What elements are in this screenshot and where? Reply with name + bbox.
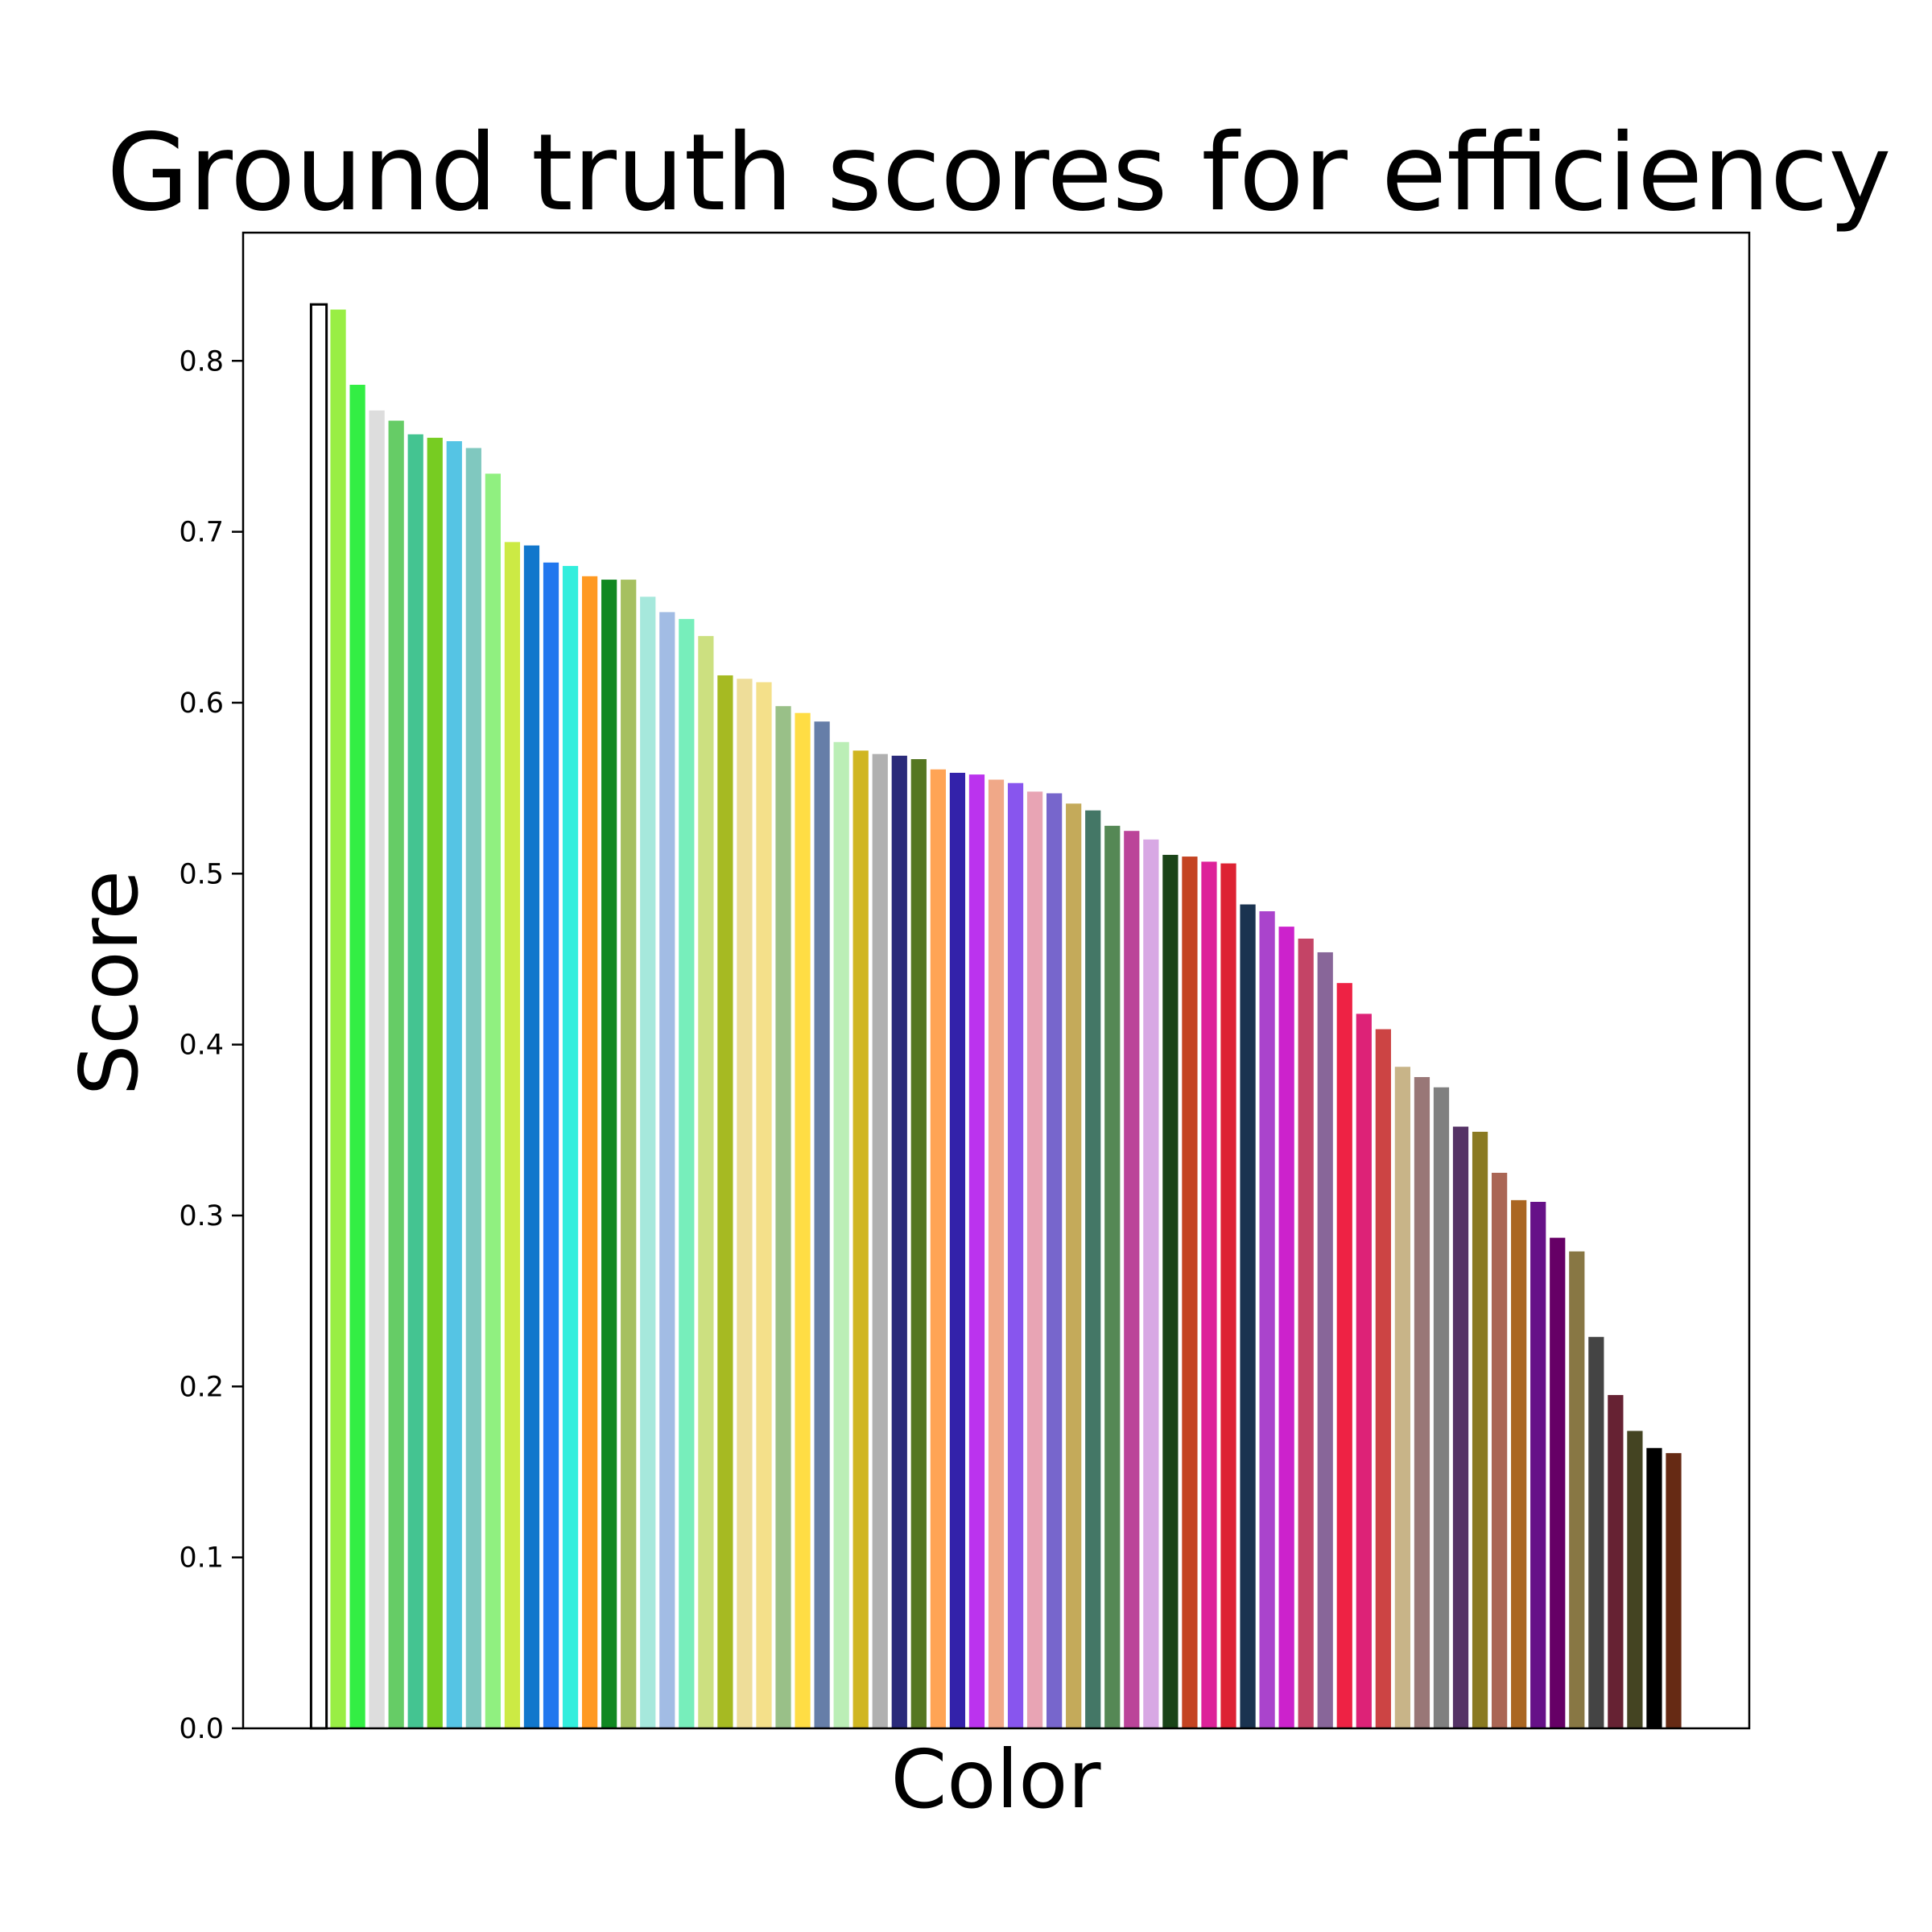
bar (1317, 952, 1333, 1728)
bar (988, 779, 1005, 1728)
bar (1569, 1251, 1585, 1728)
bar (1046, 793, 1063, 1728)
bar (1375, 1029, 1391, 1728)
bar (562, 566, 579, 1728)
bar (369, 410, 385, 1729)
bar (795, 712, 811, 1729)
bar (1511, 1199, 1527, 1728)
bar (581, 576, 598, 1728)
y-tick-label: 0.3 (179, 1200, 224, 1232)
bar (1259, 911, 1275, 1728)
bar (737, 679, 753, 1729)
bar (1336, 983, 1352, 1728)
bar (968, 774, 985, 1728)
bar (1104, 825, 1121, 1728)
bar (1085, 810, 1101, 1728)
bar (330, 309, 346, 1728)
bar (621, 580, 637, 1728)
x-axis-label: Color (890, 1732, 1101, 1827)
bar (1066, 803, 1082, 1728)
bar (1414, 1076, 1430, 1728)
bar (465, 448, 481, 1728)
bar (1530, 1201, 1546, 1728)
bar (349, 384, 365, 1728)
chart-title: Ground truth scores for efficiency (106, 111, 1891, 235)
bar (1240, 904, 1256, 1728)
bar (1007, 782, 1024, 1728)
bar (640, 597, 656, 1728)
bar (388, 420, 404, 1728)
bar (1201, 861, 1217, 1728)
bar (1182, 857, 1198, 1728)
bar (1162, 854, 1179, 1728)
bar (717, 675, 733, 1728)
bar (891, 755, 907, 1728)
bar (1298, 938, 1314, 1728)
bar (1452, 1126, 1469, 1728)
bar (1550, 1237, 1566, 1728)
bar (446, 441, 462, 1728)
bar (1646, 1447, 1662, 1728)
bar (1124, 831, 1140, 1728)
bar (1433, 1087, 1450, 1728)
bar (1472, 1131, 1488, 1728)
bar (309, 303, 328, 1730)
y-tick-label: 0.7 (179, 517, 224, 549)
y-tick-label: 0.0 (179, 1713, 224, 1745)
bar (485, 473, 501, 1728)
y-tick-label: 0.1 (179, 1542, 224, 1575)
bar (1143, 839, 1159, 1728)
bar (1627, 1430, 1643, 1728)
bar (407, 434, 423, 1728)
bar (698, 636, 714, 1728)
bar (1220, 863, 1236, 1728)
y-tick-label: 0.8 (179, 345, 224, 378)
bar (1278, 927, 1294, 1728)
bar (1356, 1013, 1372, 1728)
bar (775, 706, 791, 1729)
y-axis-ticks: 0.0 0.1 0.2 0.3 0.4 0.5 0.6 0.7 0.8 (179, 345, 243, 1745)
bar (930, 769, 946, 1728)
y-tick-label: 0.4 (179, 1030, 224, 1062)
y-axis-label: Score (62, 870, 156, 1096)
bar (1492, 1172, 1508, 1728)
bar (1588, 1336, 1604, 1728)
plot-frame (242, 231, 1751, 1730)
bar (1394, 1067, 1411, 1728)
bar (1666, 1453, 1682, 1728)
y-tick-label: 0.5 (179, 858, 224, 890)
bar (852, 750, 869, 1728)
bar (523, 545, 540, 1728)
bar (872, 753, 888, 1728)
bar (543, 562, 559, 1728)
bars-group (309, 303, 1682, 1730)
bar (427, 437, 443, 1728)
bar (1608, 1394, 1624, 1728)
y-tick-label: 0.6 (179, 687, 224, 720)
bar (833, 741, 849, 1728)
y-tick-label: 0.2 (179, 1371, 224, 1403)
bar (814, 721, 830, 1728)
bar (504, 542, 521, 1728)
bar (679, 618, 695, 1728)
bar (949, 773, 966, 1728)
bar (659, 612, 675, 1728)
bar (601, 580, 617, 1728)
bar (1026, 791, 1043, 1728)
bar (756, 682, 772, 1729)
bar (910, 759, 927, 1728)
